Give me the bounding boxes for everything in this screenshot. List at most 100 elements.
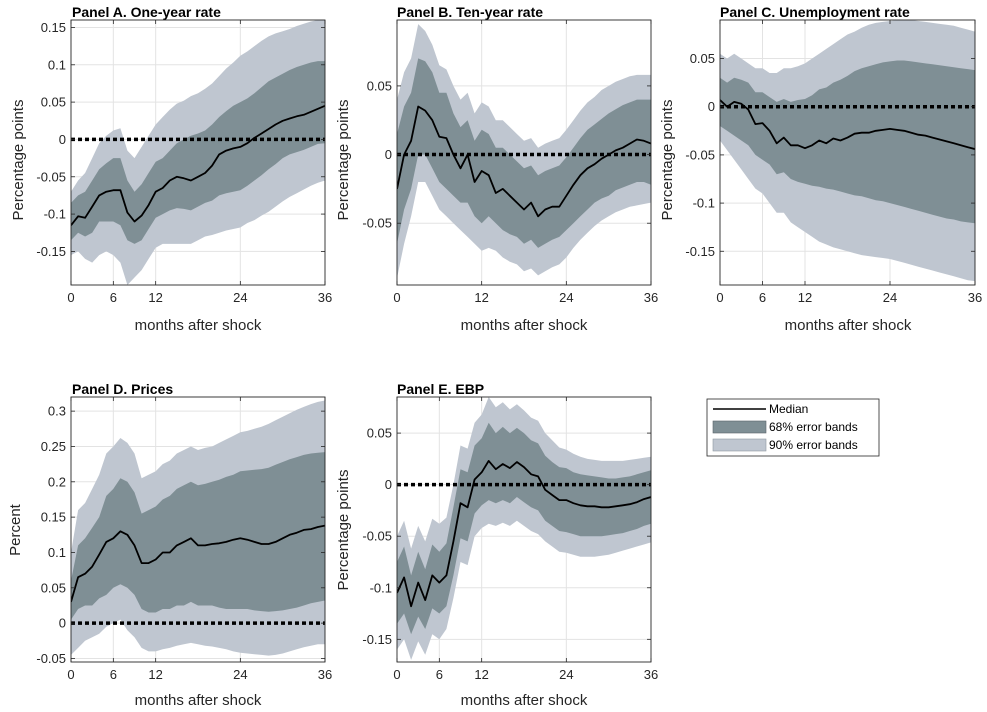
- panel-a-ytick-label-1: -0.1: [44, 207, 66, 222]
- panel-e-band90: [397, 397, 651, 660]
- panel-a-xtick-label-36: 36: [318, 290, 332, 305]
- panel-a-ytick-label-3: 0: [59, 132, 66, 147]
- panel-d-ytick-label-2: 0.05: [41, 580, 66, 595]
- panel-d-median-line: [71, 524, 325, 603]
- panel-a-xtick-label-12: 12: [148, 290, 162, 305]
- panel-d-ytick-label-3: 0.1: [48, 545, 66, 560]
- panel-c-xtick-label-24: 24: [883, 290, 897, 305]
- panel-d-band68: [71, 452, 325, 620]
- panel-e-frame: [396, 396, 652, 663]
- panel-c-ylabel: Percentage points: [659, 100, 676, 221]
- legend-band90-swatch: [712, 438, 767, 452]
- panel-a-ytick-label-2: -0.05: [36, 169, 66, 184]
- panel-c-band68: [720, 60, 975, 224]
- panel-d-ytick-label-7: 0.3: [48, 404, 66, 419]
- panel-c-ytick-label-3: 0: [708, 99, 715, 114]
- panel-d-xtick-label-24: 24: [233, 667, 247, 682]
- panel-d-ytick-label-1: 0: [59, 616, 66, 631]
- panel-b-ytick-label-2: 0.05: [367, 78, 392, 93]
- panel-a-series: [71, 20, 325, 285]
- panel-a-median-line: [71, 104, 325, 226]
- panel-e-plot: 0 6 12 24 36 -0.15 -0.1 -0.05 0 0.05: [362, 396, 658, 682]
- panel-a-xtick-label-24: 24: [233, 290, 247, 305]
- panel-b-xtick-label-36: 36: [644, 290, 658, 305]
- panel-c-ytick-label-1: -0.1: [693, 196, 715, 211]
- panel-c-plot: 0 6 12 24 36 -0.15 -0.1 -0.05 0 0.05: [685, 19, 982, 305]
- legend-median-label: Median: [769, 402, 808, 416]
- panel-d-ytick-label-5: 0.2: [48, 474, 66, 489]
- panel-a-xtick-label-6: 6: [110, 290, 117, 305]
- panel-c-xtick-label-12: 12: [798, 290, 812, 305]
- panel-a-ytick-label-0: -0.15: [36, 244, 66, 259]
- panel-a-title: Panel A. One-year rate: [72, 4, 221, 20]
- panel-d-xtick-label-36: 36: [318, 667, 332, 682]
- panel-a-ylabel: Percentage points: [10, 100, 27, 221]
- panel-a: Panel A. One-year rate 0 6 12 24 36 -0.15 -0.1…: [10, 4, 332, 334]
- panel-c-title: Panel C. Unemployment rate: [720, 4, 910, 20]
- legend-band68-swatch: [712, 420, 767, 434]
- panel-e-ylabel: Percentage points: [335, 470, 352, 591]
- panel-c: Panel C. Unemployment rate 0 6 12 24 36 -0.15…: [659, 4, 982, 334]
- panel-b-series: [397, 24, 651, 279]
- panel-d-ylabel: Percent: [7, 503, 24, 556]
- panel-d: Panel D. Prices 0 6 12 24 36-0.0500.050.10.1…: [7, 381, 332, 709]
- legend-band90-label: 90% error bands: [769, 438, 858, 452]
- legend-band68-label: 68% error bands: [769, 420, 858, 434]
- panel-b-plot: 0 12 24 36 -0.05 0 0.05: [362, 19, 658, 305]
- panel-d-series: [71, 400, 325, 656]
- panel-c-xlabel: months after shock: [785, 317, 912, 334]
- panel-c-median-line: [720, 99, 975, 150]
- panel-e-xtick-label-6: 6: [436, 667, 443, 682]
- panel-b-xlabel: months after shock: [461, 317, 588, 334]
- panel-c-ytick-label-4: 0.05: [690, 51, 715, 66]
- panel-d-title: Panel D. Prices: [72, 381, 173, 397]
- panel-b-band90: [397, 24, 651, 279]
- panel-e-ytick-label-1: -0.1: [370, 580, 392, 595]
- panel-a-band68: [71, 61, 325, 244]
- panel-e-xtick-label-12: 12: [474, 667, 488, 682]
- panel-e-series: [397, 397, 651, 660]
- panel-b-ytick-label-0: -0.05: [362, 216, 392, 231]
- panel-e-title: Panel E. EBP: [397, 381, 484, 397]
- panel-d-xtick-label-0: 0: [67, 667, 74, 682]
- panel-e-xtick-label-24: 24: [559, 667, 573, 682]
- panel-a-ytick-label-5: 0.1: [48, 57, 66, 72]
- panel-e-ytick-label-3: 0: [385, 477, 392, 492]
- panel-e-ytick-label-0: -0.15: [362, 632, 392, 647]
- panel-c-series: [720, 20, 975, 282]
- panel-d-frame: [70, 396, 326, 663]
- panel-d-xtick-label-12: 12: [148, 667, 162, 682]
- panel-b-xtick-label-24: 24: [559, 290, 573, 305]
- panel-a-ytick-label-4: 0.05: [41, 95, 66, 110]
- panel-d-ytick-label-4: 0.15: [41, 510, 66, 525]
- panel-d-xlabel: months after shock: [135, 692, 262, 709]
- panel-e-xlabel: months after shock: [461, 692, 588, 709]
- panel-e: Panel E. EBP 0 6 12 24 36 -0.15 -0.1 -0.05 0 0.05…: [335, 381, 658, 709]
- panel-c-xtick-label-6: 6: [759, 290, 766, 305]
- panel-a-xtick-label-0: 0: [67, 290, 74, 305]
- panel-a-ytick-label-6: 0.15: [41, 20, 66, 35]
- panel-a-xlabel: months after shock: [135, 317, 262, 334]
- panel-c-xtick-label-36: 36: [968, 290, 982, 305]
- panel-e-xtick-label-36: 36: [644, 667, 658, 682]
- panel-c-ytick-label-0: -0.15: [685, 244, 715, 259]
- panel-b-median-line: [397, 105, 651, 218]
- panel-e-median-line: [397, 459, 651, 608]
- panel-e-xtick-label-0: 0: [393, 667, 400, 682]
- panel-a-plot: 0 6 12 24 36 -0.15 -0.1 -0.05 0 0.05 0.1 0.15: [36, 19, 332, 305]
- panel-b-ylabel: Percentage points: [335, 100, 352, 221]
- panel-e-ytick-label-2: -0.05: [362, 529, 392, 544]
- panel-c-frame: [719, 19, 976, 286]
- panel-d-xtick-label-6: 6: [110, 667, 117, 682]
- panel-b-xtick-label-0: 0: [393, 290, 400, 305]
- panel-e-band68: [397, 422, 651, 635]
- panel-a-frame: [70, 19, 326, 286]
- panel-b-frame: [396, 19, 652, 286]
- legend: Median 68% error bands 90% error bands: [706, 398, 880, 457]
- panel-b-xtick-label-12: 12: [474, 290, 488, 305]
- panel-c-ytick-label-2: -0.05: [685, 147, 715, 162]
- panel-b-ytick-label-1: 0: [385, 147, 392, 162]
- panel-b: Panel B. Ten-year rate 0 12 24 36 -0.05 0 0.05…: [335, 4, 658, 334]
- panel-b-band68: [397, 58, 651, 248]
